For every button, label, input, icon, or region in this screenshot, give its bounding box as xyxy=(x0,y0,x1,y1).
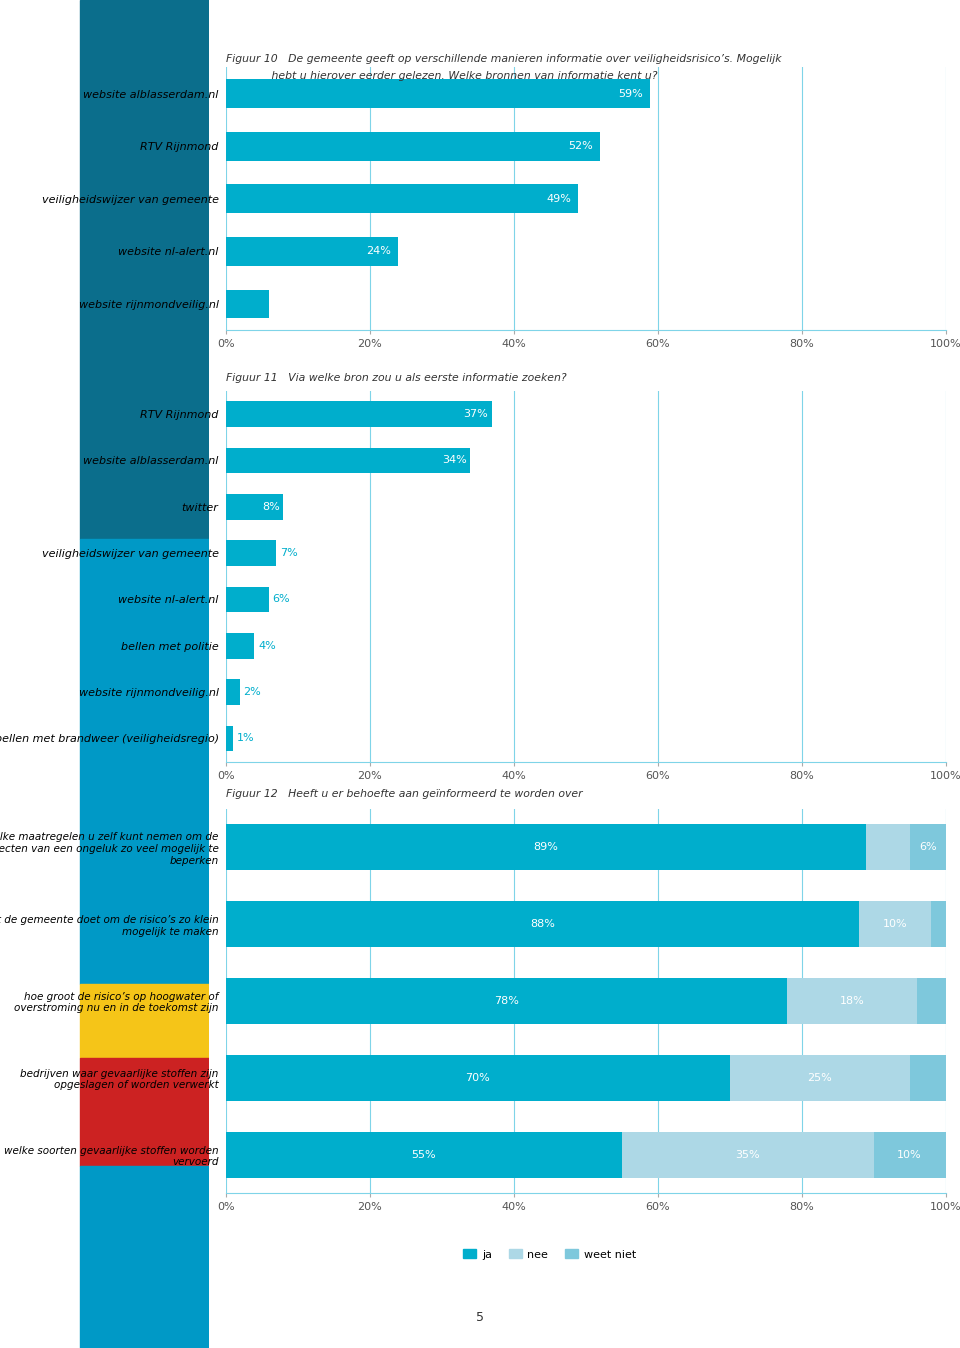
Bar xyxy=(226,132,600,160)
Text: 5: 5 xyxy=(476,1310,484,1324)
Text: 78%: 78% xyxy=(494,996,518,1006)
Bar xyxy=(226,402,492,427)
Text: 55%: 55% xyxy=(411,1150,436,1159)
Bar xyxy=(80,1166,209,1348)
Bar xyxy=(917,977,946,1024)
Bar xyxy=(910,1054,946,1101)
Bar xyxy=(80,1058,209,1166)
Bar xyxy=(859,900,931,948)
Bar xyxy=(226,634,254,659)
Text: 18%: 18% xyxy=(840,996,864,1006)
Bar xyxy=(226,679,240,705)
Bar xyxy=(80,984,209,1058)
Bar xyxy=(931,900,946,948)
Text: 7%: 7% xyxy=(279,549,298,558)
Text: 8%: 8% xyxy=(262,501,279,512)
Text: 10%: 10% xyxy=(883,919,907,929)
Text: Figuur 12   Heeft u er behoefte aan geïnformeerd te worden over: Figuur 12 Heeft u er behoefte aan geïnfo… xyxy=(226,789,582,798)
Bar xyxy=(226,1054,730,1101)
Text: 6%: 6% xyxy=(919,842,936,852)
Text: 89%: 89% xyxy=(534,842,559,852)
Bar xyxy=(730,1054,910,1101)
Text: Figuur 10   De gemeente geeft op verschillende manieren informatie over veilighe: Figuur 10 De gemeente geeft op verschill… xyxy=(226,54,781,63)
Bar xyxy=(226,1131,622,1178)
Bar xyxy=(226,237,398,266)
Bar xyxy=(874,1131,946,1178)
Bar xyxy=(226,185,578,213)
Text: Figuur 11   Via welke bron zou u als eerste informatie zoeken?: Figuur 11 Via welke bron zou u als eerst… xyxy=(226,373,566,383)
Bar xyxy=(226,493,283,519)
Bar xyxy=(226,290,269,318)
Text: 35%: 35% xyxy=(735,1150,760,1159)
Text: 37%: 37% xyxy=(464,408,489,419)
Bar xyxy=(226,725,232,751)
Legend: ja, nee, weet niet: ja, nee, weet niet xyxy=(459,1244,640,1264)
Bar xyxy=(80,0,209,539)
Bar xyxy=(226,541,276,566)
Text: 2%: 2% xyxy=(244,687,261,697)
Text: 34%: 34% xyxy=(442,456,467,465)
Text: 52%: 52% xyxy=(568,142,592,151)
Text: 88%: 88% xyxy=(530,919,555,929)
Text: 70%: 70% xyxy=(466,1073,490,1082)
Bar xyxy=(867,824,910,871)
Bar xyxy=(787,977,917,1024)
Text: 6%: 6% xyxy=(273,594,290,604)
Text: 59%: 59% xyxy=(618,89,643,98)
Bar xyxy=(226,824,867,871)
Bar xyxy=(226,900,859,948)
Bar xyxy=(226,80,651,108)
Text: 6%: 6% xyxy=(275,299,292,309)
Bar xyxy=(226,448,470,473)
Bar xyxy=(226,977,787,1024)
Text: hebt u hierover eerder gelezen. Welke bronnen van informatie kent u?: hebt u hierover eerder gelezen. Welke br… xyxy=(226,71,657,81)
Text: 10%: 10% xyxy=(898,1150,922,1159)
Text: 1%: 1% xyxy=(236,733,254,744)
Bar xyxy=(80,539,209,984)
Bar xyxy=(910,824,946,871)
Bar xyxy=(226,586,269,612)
Text: 49%: 49% xyxy=(546,194,571,204)
Text: 24%: 24% xyxy=(367,247,392,256)
Bar xyxy=(622,1131,874,1178)
Text: 25%: 25% xyxy=(807,1073,832,1082)
Text: 4%: 4% xyxy=(258,640,276,651)
